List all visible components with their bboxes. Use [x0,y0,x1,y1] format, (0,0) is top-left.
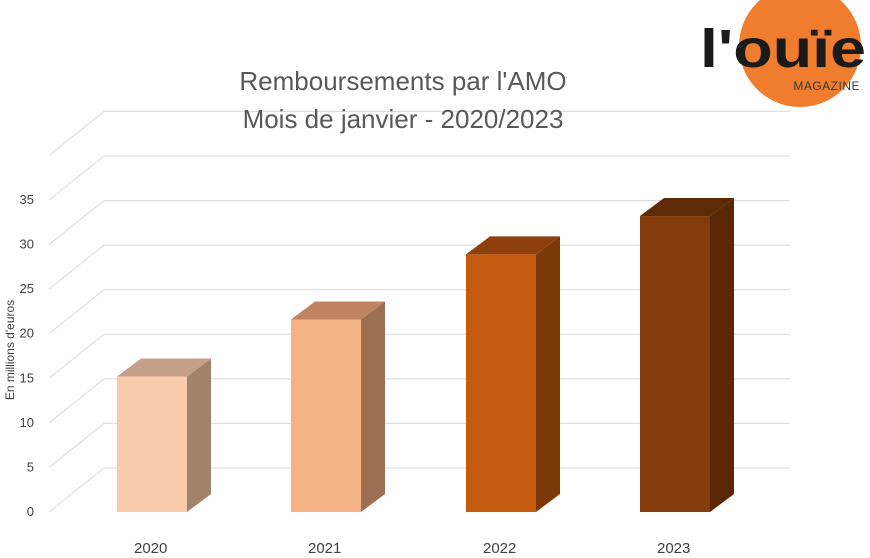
bar-side [710,198,734,512]
bar-2022 [466,236,560,512]
gridline [48,200,790,245]
gridline [48,289,790,335]
bar-front [640,216,710,512]
gridline [48,155,790,201]
y-tick-label: 30 [20,237,34,252]
bars [117,198,734,512]
bar-front [291,319,361,512]
chart-title-line-2: Mois de janvier - 2020/2023 [243,104,564,134]
y-tick-label: 15 [20,370,34,385]
bar-top [640,198,734,217]
gridline [48,244,790,290]
bar-side [361,301,385,512]
bar-top [117,358,211,377]
chart-title-line-1: Remboursements par l'AMO [239,66,566,96]
bar-side [187,358,211,512]
y-tick-label: 5 [27,459,34,474]
bar-2020 [117,358,211,512]
logo-subtitle: MAGAZINE [793,79,860,93]
y-axis-title: En millions d'euros [3,300,17,400]
bar-side [536,236,560,512]
gridline [48,333,790,379]
logo-circle [739,0,861,107]
y-tick-label: 20 [20,326,34,341]
gridline [48,422,790,468]
gridlines [48,110,790,513]
x-category-labels: 2020 2021 2022 2023 [134,540,690,557]
x-category-label: 2022 [483,540,516,557]
y-tick-label: 10 [20,415,34,430]
y-tick-label: 0 [27,504,34,519]
bar-top [466,236,560,255]
bar-2021 [291,301,385,512]
gridline [48,378,790,424]
bar-2023 [640,198,734,512]
x-category-label: 2020 [134,540,167,557]
y-tick-labels: 0 5 10 15 20 25 30 35 [20,192,34,519]
x-category-label: 2021 [308,540,341,557]
y-tick-label: 35 [20,192,34,207]
bar-top [291,301,385,320]
y-tick-label: 25 [20,281,34,296]
gridline [48,110,790,156]
bar-front [117,376,187,512]
gridline [48,467,790,513]
brand-logo: l'ouïe MAGAZINE [700,0,866,107]
x-category-label: 2023 [657,540,690,557]
bar-front [466,254,536,512]
logo-brand-text: l'ouïe [700,19,866,79]
